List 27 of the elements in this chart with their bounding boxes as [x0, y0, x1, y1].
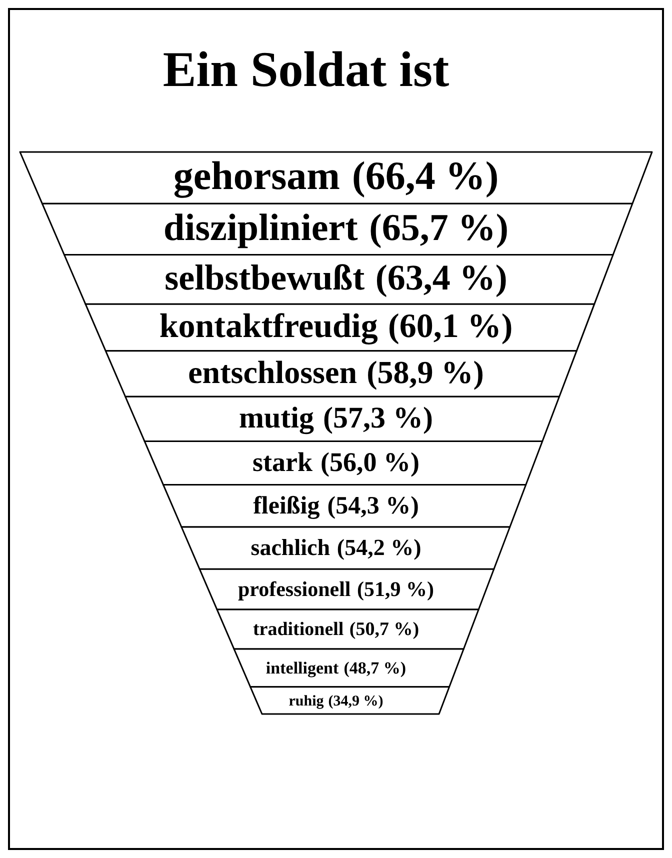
text: Ein Soldat ist: [162, 40, 450, 98]
data-label: (57,3 %): [323, 402, 433, 435]
category-label: fleißig: [253, 492, 320, 520]
category-label: entschlossen: [188, 354, 358, 390]
category-label: intelligent: [266, 658, 339, 678]
category-label: selbstbewußt: [164, 258, 365, 298]
category-label: ruhig: [288, 693, 324, 710]
data-label: (51,9 %): [357, 576, 434, 601]
category-label: gehorsam: [173, 153, 340, 198]
data-label: (54,3 %): [327, 492, 419, 520]
data-label: (65,7 %): [369, 207, 508, 250]
data-label: (66,4 %): [352, 153, 499, 198]
data-label: (48,7 %): [344, 658, 406, 678]
data-label: (63,4 %): [375, 258, 508, 298]
category-label: diszipliniert: [164, 207, 358, 250]
category-label: traditionell: [252, 619, 344, 640]
category-label: professionell: [238, 576, 351, 601]
data-label: (50,7 %): [349, 619, 420, 640]
category-label: sachlich: [250, 535, 330, 560]
category-label: kontaktfreudig: [159, 308, 378, 346]
data-label: (56,0 %): [320, 446, 420, 477]
data-label: (60,1 %): [388, 308, 513, 346]
data-label: (54,2 %): [336, 535, 422, 560]
category-label: stark: [252, 446, 312, 477]
data-label: (58,9 %): [366, 354, 484, 390]
data-label: (34,9 %): [328, 693, 384, 710]
category-label: mutig: [239, 402, 314, 435]
